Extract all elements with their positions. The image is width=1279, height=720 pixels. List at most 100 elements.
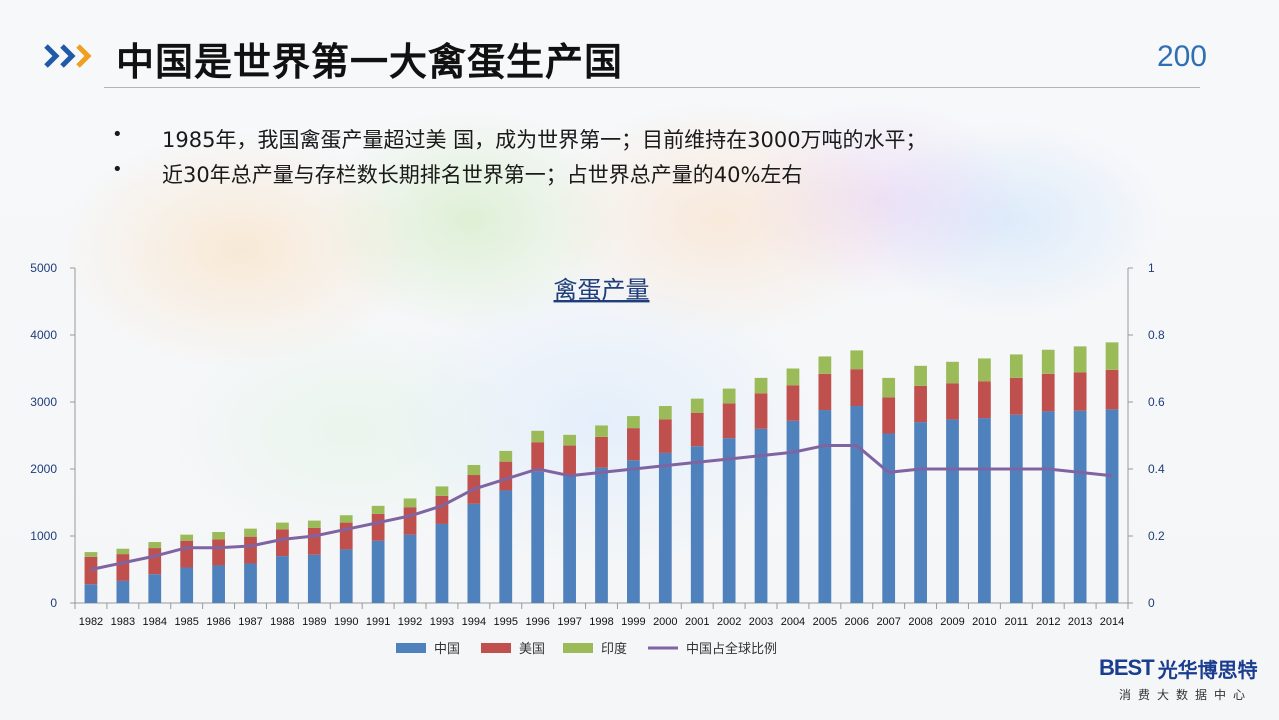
x-tick-label: 1998 [589,616,613,628]
bar-segment [754,428,768,603]
bar-segment [403,507,417,535]
x-tick-label: 2005 [813,616,837,628]
bar-segment [307,520,321,528]
bar-segment [563,434,576,446]
legend-swatch [396,643,426,653]
bar-segment [276,522,289,530]
bar-segment [339,522,353,550]
x-tick-label: 1985 [174,616,198,628]
x-tick-label: 1992 [398,616,422,628]
logo-mark: BEST [1099,655,1155,680]
bar-segment [658,419,672,453]
bullet-text: 近30年总产量与存栏数长期排名世界第一；占世界总产量的40%左右 [162,163,803,187]
y-left-tick-label: 2000 [30,462,57,476]
x-tick-label: 1986 [206,616,230,628]
chart-title: 禽蛋产量 [554,276,650,304]
bar-segment [276,529,289,557]
bar-segment [116,554,130,581]
x-tick-label: 1987 [238,616,262,628]
bar-segment [1041,349,1055,374]
x-tick-label: 2006 [845,616,869,628]
bar-segment [116,580,130,603]
x-tick-label: 1989 [302,616,326,628]
bar-segment [978,358,991,382]
bar-segment [180,567,194,603]
y-right-tick-label: 0.4 [1148,462,1165,476]
bar-segment [403,498,417,508]
bar-segment [978,381,991,419]
bar-segment [1009,414,1023,603]
bar-segment [850,350,864,370]
bar-segment [627,460,640,603]
bar-segment [882,397,896,434]
bar-segment [786,420,800,603]
bar-segment [818,373,832,411]
bar-segment [499,490,513,603]
bar-segment [435,495,449,524]
bar-segment [244,536,257,564]
x-tick-label: 1996 [525,616,549,628]
bar-segment [818,410,832,603]
bar-segment [722,388,736,404]
x-tick-label: 2004 [781,616,805,628]
page-number: 200 [1156,40,1207,73]
bar-segment [84,584,98,603]
bar-segment [818,356,832,374]
bar-segment [786,368,800,386]
bar-segment [595,467,608,603]
x-tick-label: 1983 [111,616,135,628]
bar-segment [946,383,959,420]
double-chevron-icon [44,44,92,68]
legend-swatch [563,643,593,653]
bar-segment [690,412,704,447]
bar-segment [148,542,162,549]
x-tick-label: 1994 [462,616,486,628]
x-tick-label: 2003 [749,616,773,628]
x-tick-label: 2013 [1068,616,1092,628]
legend-label: 印度 [601,641,627,657]
x-tick-label: 1999 [621,616,645,628]
x-tick-label: 2001 [685,616,709,628]
y-right-tick-label: 1 [1148,261,1155,275]
bar-segment [946,361,959,384]
bar-segment [307,554,321,603]
bar-segment [1041,411,1055,603]
bar-segment [371,505,385,514]
bar-segment [1105,342,1119,370]
bar-segment [307,527,321,555]
y-left-tick-label: 5000 [30,261,57,275]
bar-segment [1073,410,1087,603]
y-left-tick-label: 0 [50,596,57,610]
bullet-marker: • [112,159,123,180]
bar-segment [595,425,608,437]
bar-segment [212,531,225,540]
bar-segment [658,452,672,603]
bullet-item: • 近30年总产量与存栏数长期排名世界第一；占世界总产量的40%左右 [110,159,1110,194]
bar-segment [1105,369,1119,410]
x-tick-label: 2014 [1100,616,1124,628]
bar-segment [595,436,608,468]
bar-segment [371,513,385,541]
x-tick-label: 2002 [717,616,741,628]
bar-segment [754,377,768,394]
bar-segment [722,438,736,603]
bar-segment [627,428,640,461]
x-tick-label: 2000 [653,616,677,628]
x-tick-label: 1995 [494,616,518,628]
bar-segment [244,528,257,537]
x-tick-label: 1993 [430,616,454,628]
bar-segment [116,548,130,555]
bar-segment [467,464,481,476]
bar-segment [435,523,449,603]
bar-segment [914,422,927,603]
bar-segment [722,403,736,439]
bar-segment [1073,372,1087,411]
x-tick-label: 2007 [876,616,900,628]
bar-segment [882,377,896,398]
title-divider [104,87,1200,88]
bar-segment [627,416,640,429]
y-right-tick-label: 0 [1148,596,1155,610]
bar-segment [563,445,576,476]
y-right-tick-label: 0.2 [1148,529,1165,543]
legend-label: 中国占全球比例 [686,641,777,657]
